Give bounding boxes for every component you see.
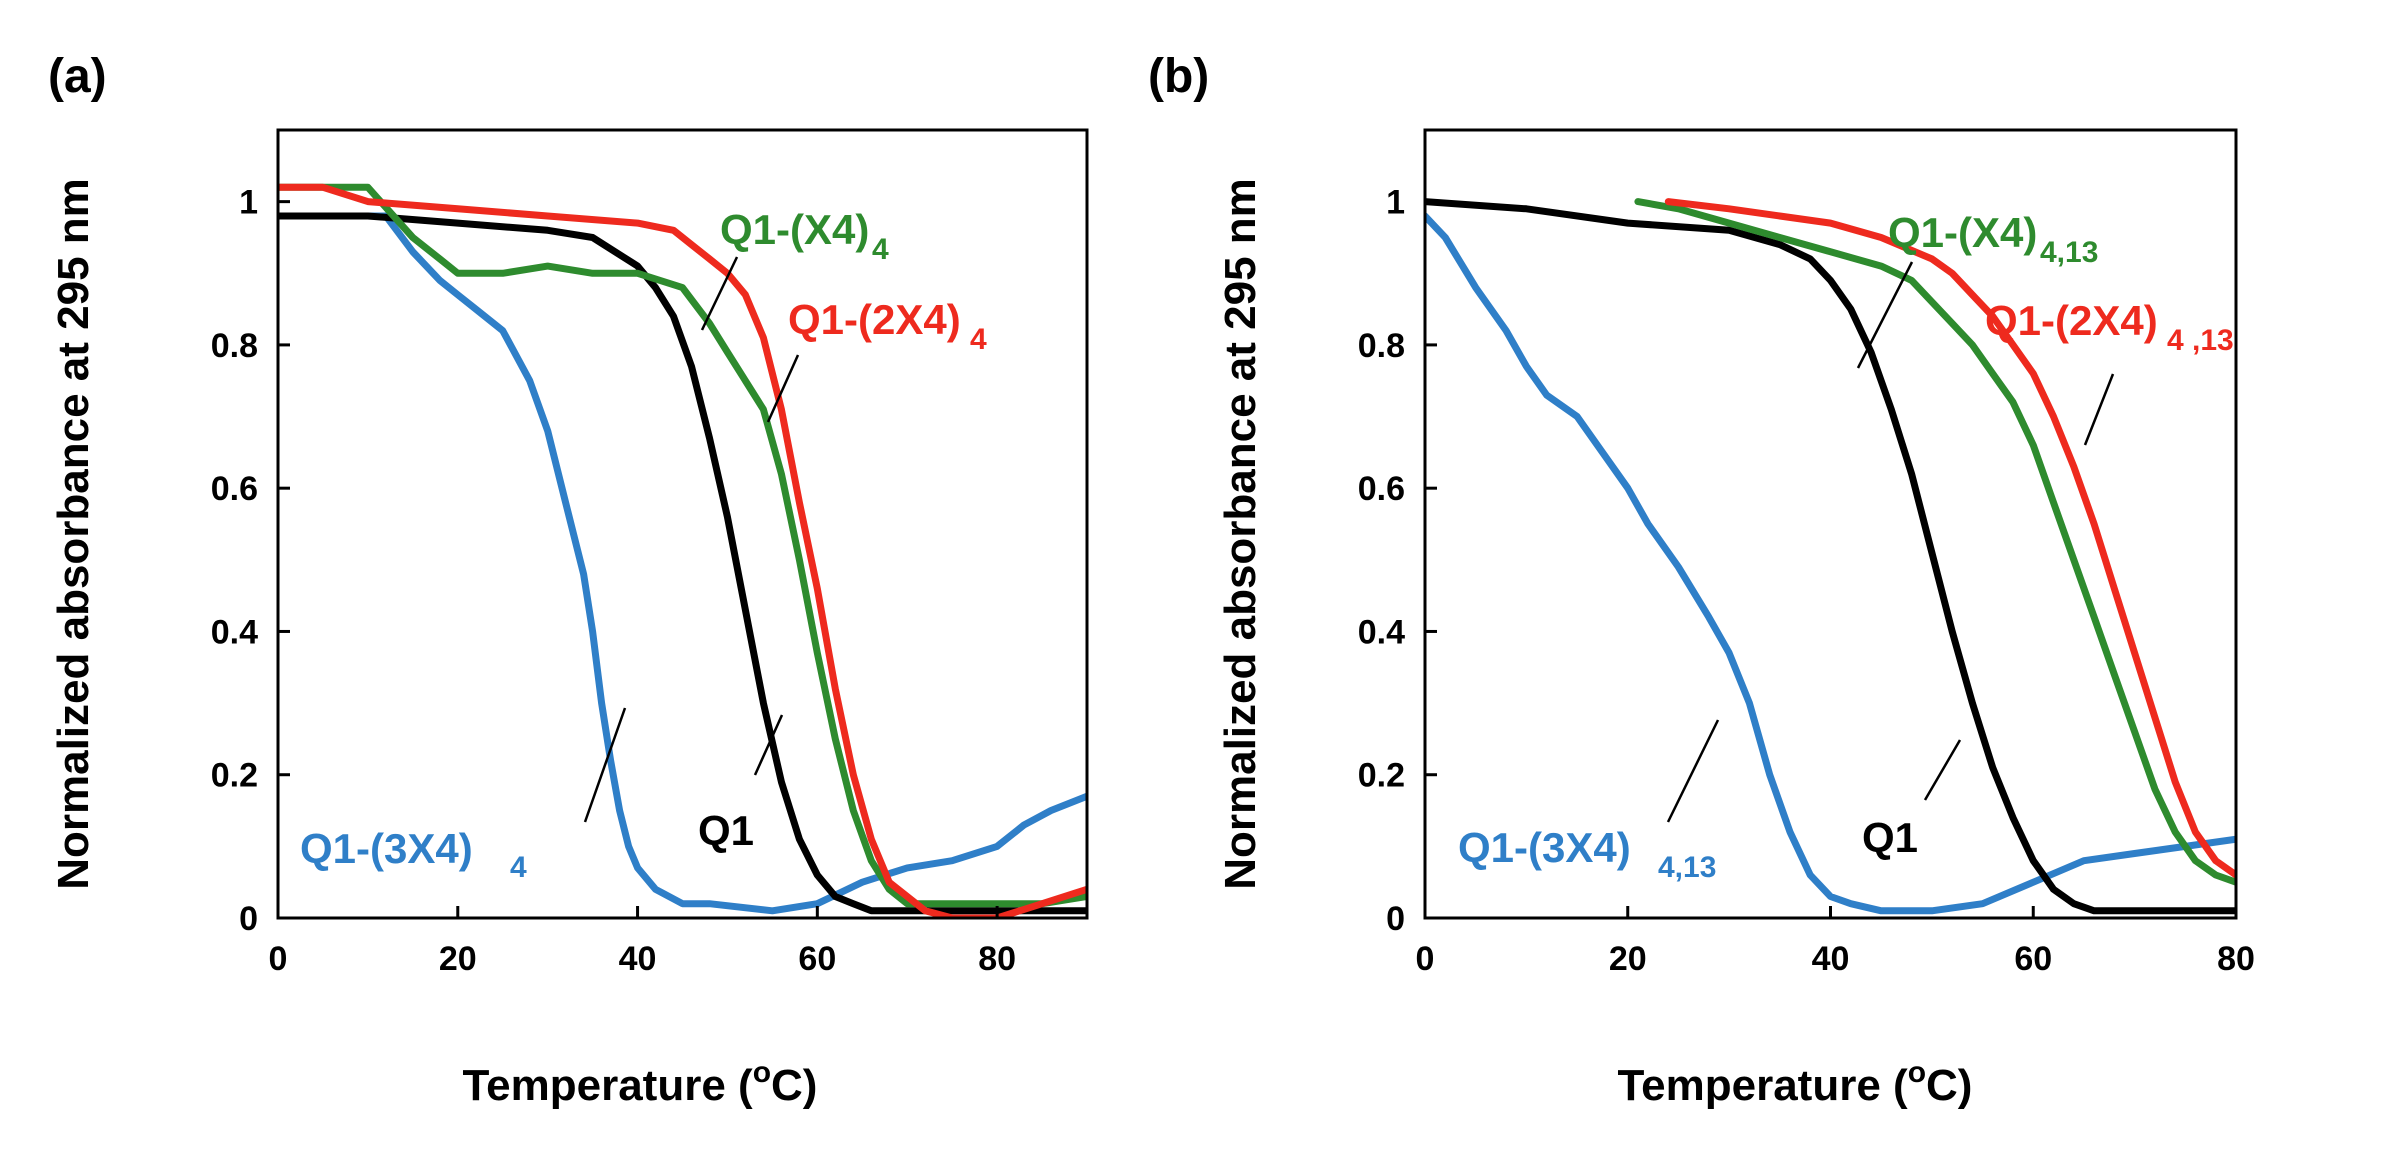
x-tick-label: 0: [269, 940, 288, 978]
series-label: Q1-(2X4): [788, 296, 961, 343]
panel-label: (a): [48, 50, 107, 103]
y-axis-title: Normalized absorbance at 295 nm: [49, 178, 98, 890]
y-tick-label: 0.4: [1358, 613, 1405, 651]
y-tick-label: 0.2: [211, 757, 258, 795]
series-label: Q1-(X4): [720, 206, 869, 253]
chart-panel-1: (b) 0 0.2 0.4 0.6 0.8 1 0 20 40 60 80 Normalized abs…: [1148, 50, 2255, 1110]
y-tick-label: 0.8: [1358, 327, 1405, 365]
series-label-subscript: 4,13: [2040, 236, 2098, 269]
y-tick-label: 0: [239, 900, 258, 938]
leader-line: [1666, 719, 1720, 823]
series-line-q1-3x4-4: [278, 212, 1087, 915]
x-tick-label: 40: [1812, 940, 1850, 978]
leader-line: [2083, 373, 2115, 446]
series-label-subscript: 4,13: [1658, 851, 1716, 884]
x-tick-label: 80: [2217, 940, 2255, 978]
chart-panel-0: (a) 0 0.2 0.4 0.6 0.8 1 0 20 40 60 80 Normalized abs…: [48, 50, 1089, 1110]
leader-line: [753, 714, 784, 776]
series-label-subscript: 4 ,13: [2167, 324, 2234, 357]
series-label: Q1-(X4): [1888, 209, 2037, 256]
y-tick-label: 0.6: [1358, 470, 1405, 508]
leader-line: [1923, 739, 1962, 801]
y-tick-label: 1: [239, 184, 258, 222]
series-label: Q1-(3X4): [1458, 824, 1631, 871]
x-tick-label: 80: [978, 940, 1016, 978]
series-label-subscript: 4: [872, 233, 889, 266]
y-tick-label: 0.4: [211, 613, 258, 651]
leader-line: [766, 354, 800, 423]
y-tick-label: 0.8: [211, 327, 258, 365]
x-axis-title: Temperature (oC): [463, 1056, 818, 1110]
y-tick-label: 0: [1386, 900, 1405, 938]
x-tick-label: 20: [439, 940, 477, 978]
plot-frame: [276, 128, 1089, 920]
series-label: Q1-(2X4): [1985, 297, 2158, 344]
y-tick-label: 0.6: [211, 470, 258, 508]
series-label-subscript: 4: [970, 323, 987, 356]
leader-line: [700, 256, 739, 331]
x-axis-title: Temperature (oC): [1618, 1056, 1973, 1110]
x-tick-label: 0: [1416, 940, 1435, 978]
series-label-subscript: 4: [510, 851, 527, 884]
x-tick-label: 60: [2014, 940, 2052, 978]
series-line-q1: [278, 212, 1087, 915]
leader-line: [583, 707, 627, 823]
series-line-q1-2x4-4: [278, 183, 1087, 918]
panel-label: (b): [1148, 50, 1209, 103]
series-label: Q1-(3X4): [300, 825, 473, 872]
series-line-q1-2x4-4-13: [1664, 198, 2236, 879]
series-line-q1-x4-4-13: [1634, 198, 2236, 886]
series-line-q1: [1425, 198, 2236, 915]
y-tick-label: 1: [1386, 184, 1405, 222]
x-tick-label: 20: [1609, 940, 1647, 978]
x-tick-label: 60: [798, 940, 836, 978]
y-tick-label: 0.2: [1358, 757, 1405, 795]
series-line-q1-x4-4: [278, 183, 1087, 908]
x-tick-label: 40: [619, 940, 657, 978]
series-line-q1-3x4-4-13: [1425, 212, 2236, 915]
series-label: Q1: [1862, 814, 1918, 861]
leader-line: [1856, 261, 1914, 369]
y-axis-title: Normalized absorbance at 295 nm: [1216, 178, 1265, 890]
series-label: Q1: [698, 807, 754, 854]
